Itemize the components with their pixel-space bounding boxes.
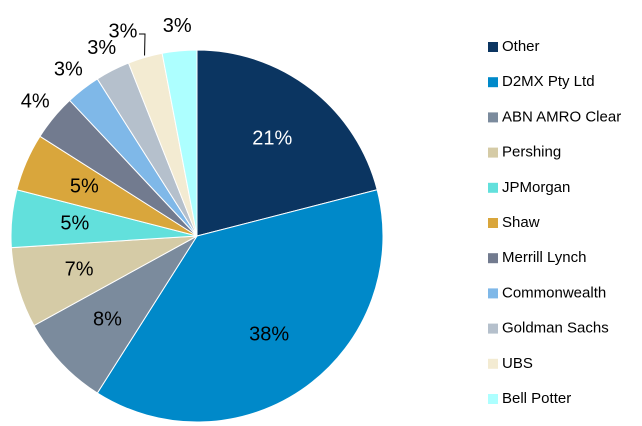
legend-label: ABN AMRO Clear <box>502 108 621 125</box>
legend-label: Other <box>502 38 540 55</box>
value-label: 21% <box>252 127 292 149</box>
pie-slice <box>33 235 198 394</box>
legend-swatch <box>488 323 498 334</box>
pie-slice <box>96 189 384 423</box>
value-label: 3% <box>163 15 192 37</box>
legend-swatch <box>488 77 498 88</box>
value-label: 4% <box>21 90 50 112</box>
legend-swatch <box>488 182 498 193</box>
value-label: 3% <box>87 37 116 59</box>
legend-swatch <box>488 288 498 299</box>
leader-line <box>139 33 146 56</box>
legend-label: Bell Potter <box>502 390 571 407</box>
pie-slice <box>196 49 378 237</box>
value-label: 38% <box>249 324 289 346</box>
legend-label: Commonwealth <box>502 284 606 301</box>
value-label: 3% <box>109 20 138 42</box>
value-label: 8% <box>93 308 122 330</box>
value-label: 5% <box>70 176 99 198</box>
pie-slice <box>161 49 198 237</box>
legend-label: Goldman Sachs <box>502 320 609 337</box>
value-label: 3% <box>54 58 83 80</box>
value-label: 7% <box>65 259 94 281</box>
legend-label: D2MX Pty Ltd <box>502 73 595 90</box>
legend-label: UBS <box>502 355 533 372</box>
legend-swatch <box>488 394 498 404</box>
legend-label: Pershing <box>502 144 561 161</box>
value-label: 5% <box>60 213 89 235</box>
legend-swatch <box>488 358 498 369</box>
legend-label: Merrill Lynch <box>502 249 586 266</box>
legend-swatch <box>488 42 498 52</box>
legend-swatch <box>488 147 498 158</box>
legend-swatch <box>488 112 498 123</box>
legend-swatch <box>488 253 498 264</box>
legend-label: Shaw <box>502 214 540 231</box>
legend-label: JPMorgan <box>502 179 570 196</box>
legend-swatch <box>488 218 498 228</box>
